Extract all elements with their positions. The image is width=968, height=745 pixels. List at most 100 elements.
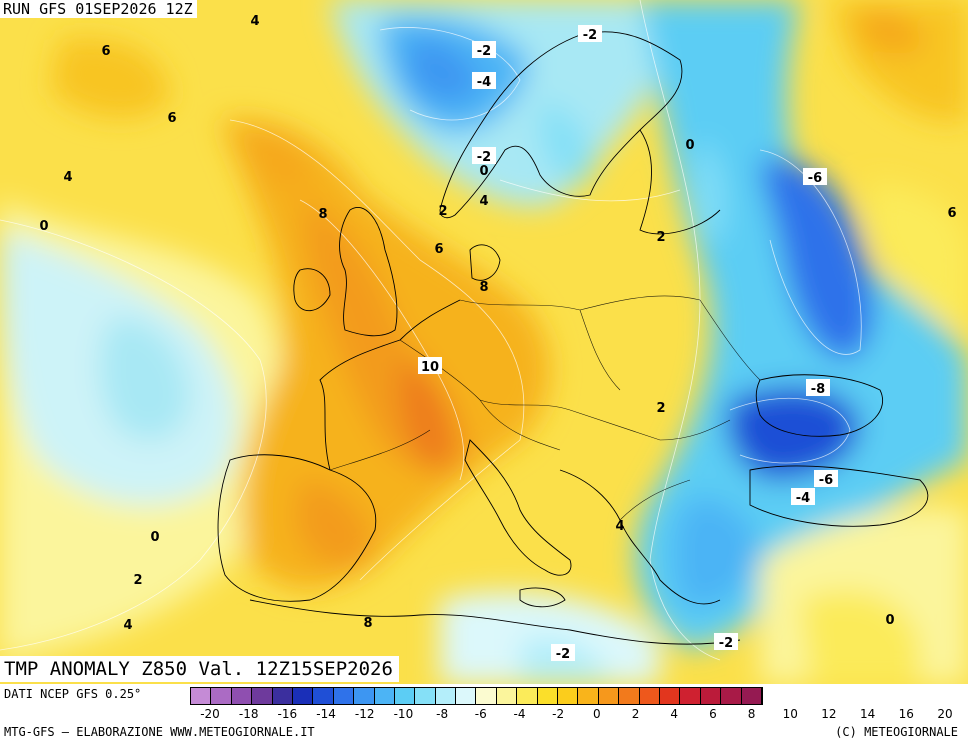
contour-label: 0 bbox=[39, 219, 48, 234]
contour-label-bg bbox=[814, 470, 838, 487]
color-swatch bbox=[680, 688, 701, 704]
color-swatch bbox=[415, 688, 436, 704]
contour-label-bg bbox=[803, 168, 827, 185]
scale-tick-label: 2 bbox=[631, 707, 640, 721]
contour-label: -4 bbox=[796, 491, 810, 506]
contour-label: 4 bbox=[123, 618, 132, 633]
run-label: RUN GFS 01SEP2026 12Z bbox=[0, 0, 197, 18]
color-swatch bbox=[252, 688, 273, 704]
contour-label: 10 bbox=[421, 360, 439, 375]
color-swatch bbox=[272, 688, 293, 704]
contour-label-bg bbox=[418, 357, 442, 374]
contour-label-bg bbox=[472, 72, 496, 89]
contour-label: 6 bbox=[947, 206, 956, 221]
color-swatch bbox=[374, 688, 395, 704]
color-swatch bbox=[578, 688, 599, 704]
color-swatch bbox=[456, 688, 477, 704]
color-swatch bbox=[231, 688, 253, 704]
color-swatch bbox=[476, 688, 497, 704]
contour-label: -2 bbox=[477, 150, 491, 165]
scale-tick-label: 12 bbox=[821, 707, 837, 721]
contour-label: 8 bbox=[479, 280, 488, 295]
color-swatch bbox=[354, 688, 375, 704]
scale-tick-label: 0 bbox=[593, 707, 601, 721]
contour-label: 0 bbox=[885, 613, 894, 628]
scale-tick-label: -2 bbox=[552, 707, 565, 721]
color-swatch bbox=[639, 688, 660, 704]
credit-copyright: (C) METEOGIORNALE bbox=[835, 725, 958, 739]
contour-label: -6 bbox=[808, 171, 822, 186]
contour-label: -4 bbox=[477, 75, 491, 90]
color-swatch bbox=[558, 688, 579, 704]
contour-label: 2 bbox=[438, 204, 447, 219]
color-swatch bbox=[598, 688, 620, 704]
contour-label-bg bbox=[551, 644, 575, 661]
contour-label: 4 bbox=[250, 14, 259, 29]
contour-label: 6 bbox=[167, 111, 176, 126]
contour-label: -2 bbox=[556, 647, 570, 662]
scale-tick-label: 20 bbox=[937, 707, 953, 721]
credit-elaboration: MTG-GFS – ELABORAZIONE WWW.METEOGIORNALE… bbox=[4, 725, 315, 739]
color-swatch bbox=[741, 688, 762, 704]
scale-tick-label: 6 bbox=[709, 707, 717, 721]
color-swatch bbox=[619, 688, 640, 704]
contour-label: -2 bbox=[719, 636, 733, 651]
color-scale-ticks: -20 -18 -16 -14 -12 -10 -8 -6 -4 -2 0 2 4 6 8 10 12 14 16 2… bbox=[190, 707, 965, 723]
contour-label: 6 bbox=[434, 242, 443, 257]
scale-tick-label: -18 bbox=[238, 707, 259, 721]
color-swatch bbox=[292, 688, 314, 704]
contour-label: 2 bbox=[656, 401, 665, 416]
scale-tick-label: -4 bbox=[513, 707, 526, 721]
scale-tick-label: -12 bbox=[354, 707, 375, 721]
contour-label: -2 bbox=[583, 28, 597, 43]
contour-label: 2 bbox=[656, 230, 665, 245]
color-swatch bbox=[700, 688, 722, 704]
scale-tick-label: -10 bbox=[393, 707, 414, 721]
contour-label: 8 bbox=[363, 616, 372, 631]
color-swatch bbox=[333, 688, 355, 704]
color-swatch bbox=[313, 688, 334, 704]
color-swatch bbox=[659, 688, 681, 704]
scale-tick-label: -14 bbox=[316, 707, 336, 721]
contour-label-bg bbox=[791, 488, 815, 505]
color-swatch bbox=[435, 688, 457, 704]
color-swatch bbox=[211, 688, 232, 704]
contour-label: -2 bbox=[477, 44, 491, 59]
contour-label-bg bbox=[472, 147, 496, 164]
color-swatch bbox=[191, 688, 212, 704]
contour-label: 4 bbox=[479, 194, 488, 209]
contour-label: 4 bbox=[63, 170, 72, 185]
color-swatch bbox=[517, 688, 538, 704]
color-swatch bbox=[496, 688, 518, 704]
contour-label: 8 bbox=[318, 207, 327, 222]
color-swatch bbox=[394, 688, 416, 704]
contour-label-bg bbox=[472, 41, 496, 58]
contour-label-bg bbox=[714, 633, 738, 650]
scale-tick-label: 16 bbox=[898, 707, 914, 721]
contour-label: -8 bbox=[811, 382, 825, 397]
contour-label-bg bbox=[806, 379, 830, 396]
scale-tick-label: -6 bbox=[474, 707, 487, 721]
contour-label: 4 bbox=[615, 519, 624, 534]
scale-tick-label: 8 bbox=[747, 707, 756, 721]
scale-tick-label: -20 bbox=[200, 707, 220, 721]
scale-tick-label: 10 bbox=[782, 707, 798, 721]
data-source: DATI NCEP GFS 0.25° bbox=[4, 687, 142, 701]
scale-tick-label: -16 bbox=[277, 707, 298, 721]
contour-label: 2 bbox=[133, 573, 142, 588]
contour-label: 6 bbox=[101, 44, 110, 59]
color-swatch bbox=[721, 688, 742, 704]
contour-label: 0 bbox=[685, 138, 694, 153]
map-title: TMP ANOMALY Z850 Val. 12Z15SEP2026 bbox=[0, 656, 399, 682]
legend-area: DATI NCEP GFS 0.25° -20 -18 -16 -14 -12 -10 -8… bbox=[0, 684, 968, 745]
contour-label-bg bbox=[578, 25, 602, 42]
color-swatch bbox=[537, 688, 559, 704]
contour-label: 0 bbox=[479, 164, 488, 179]
scale-tick-label: 4 bbox=[670, 707, 679, 721]
color-scale-bar bbox=[190, 687, 763, 705]
contour-label: -6 bbox=[819, 473, 833, 488]
scale-tick-label: 14 bbox=[859, 707, 876, 721]
scale-tick-label: -8 bbox=[436, 707, 449, 721]
contour-label: 0 bbox=[150, 530, 159, 545]
